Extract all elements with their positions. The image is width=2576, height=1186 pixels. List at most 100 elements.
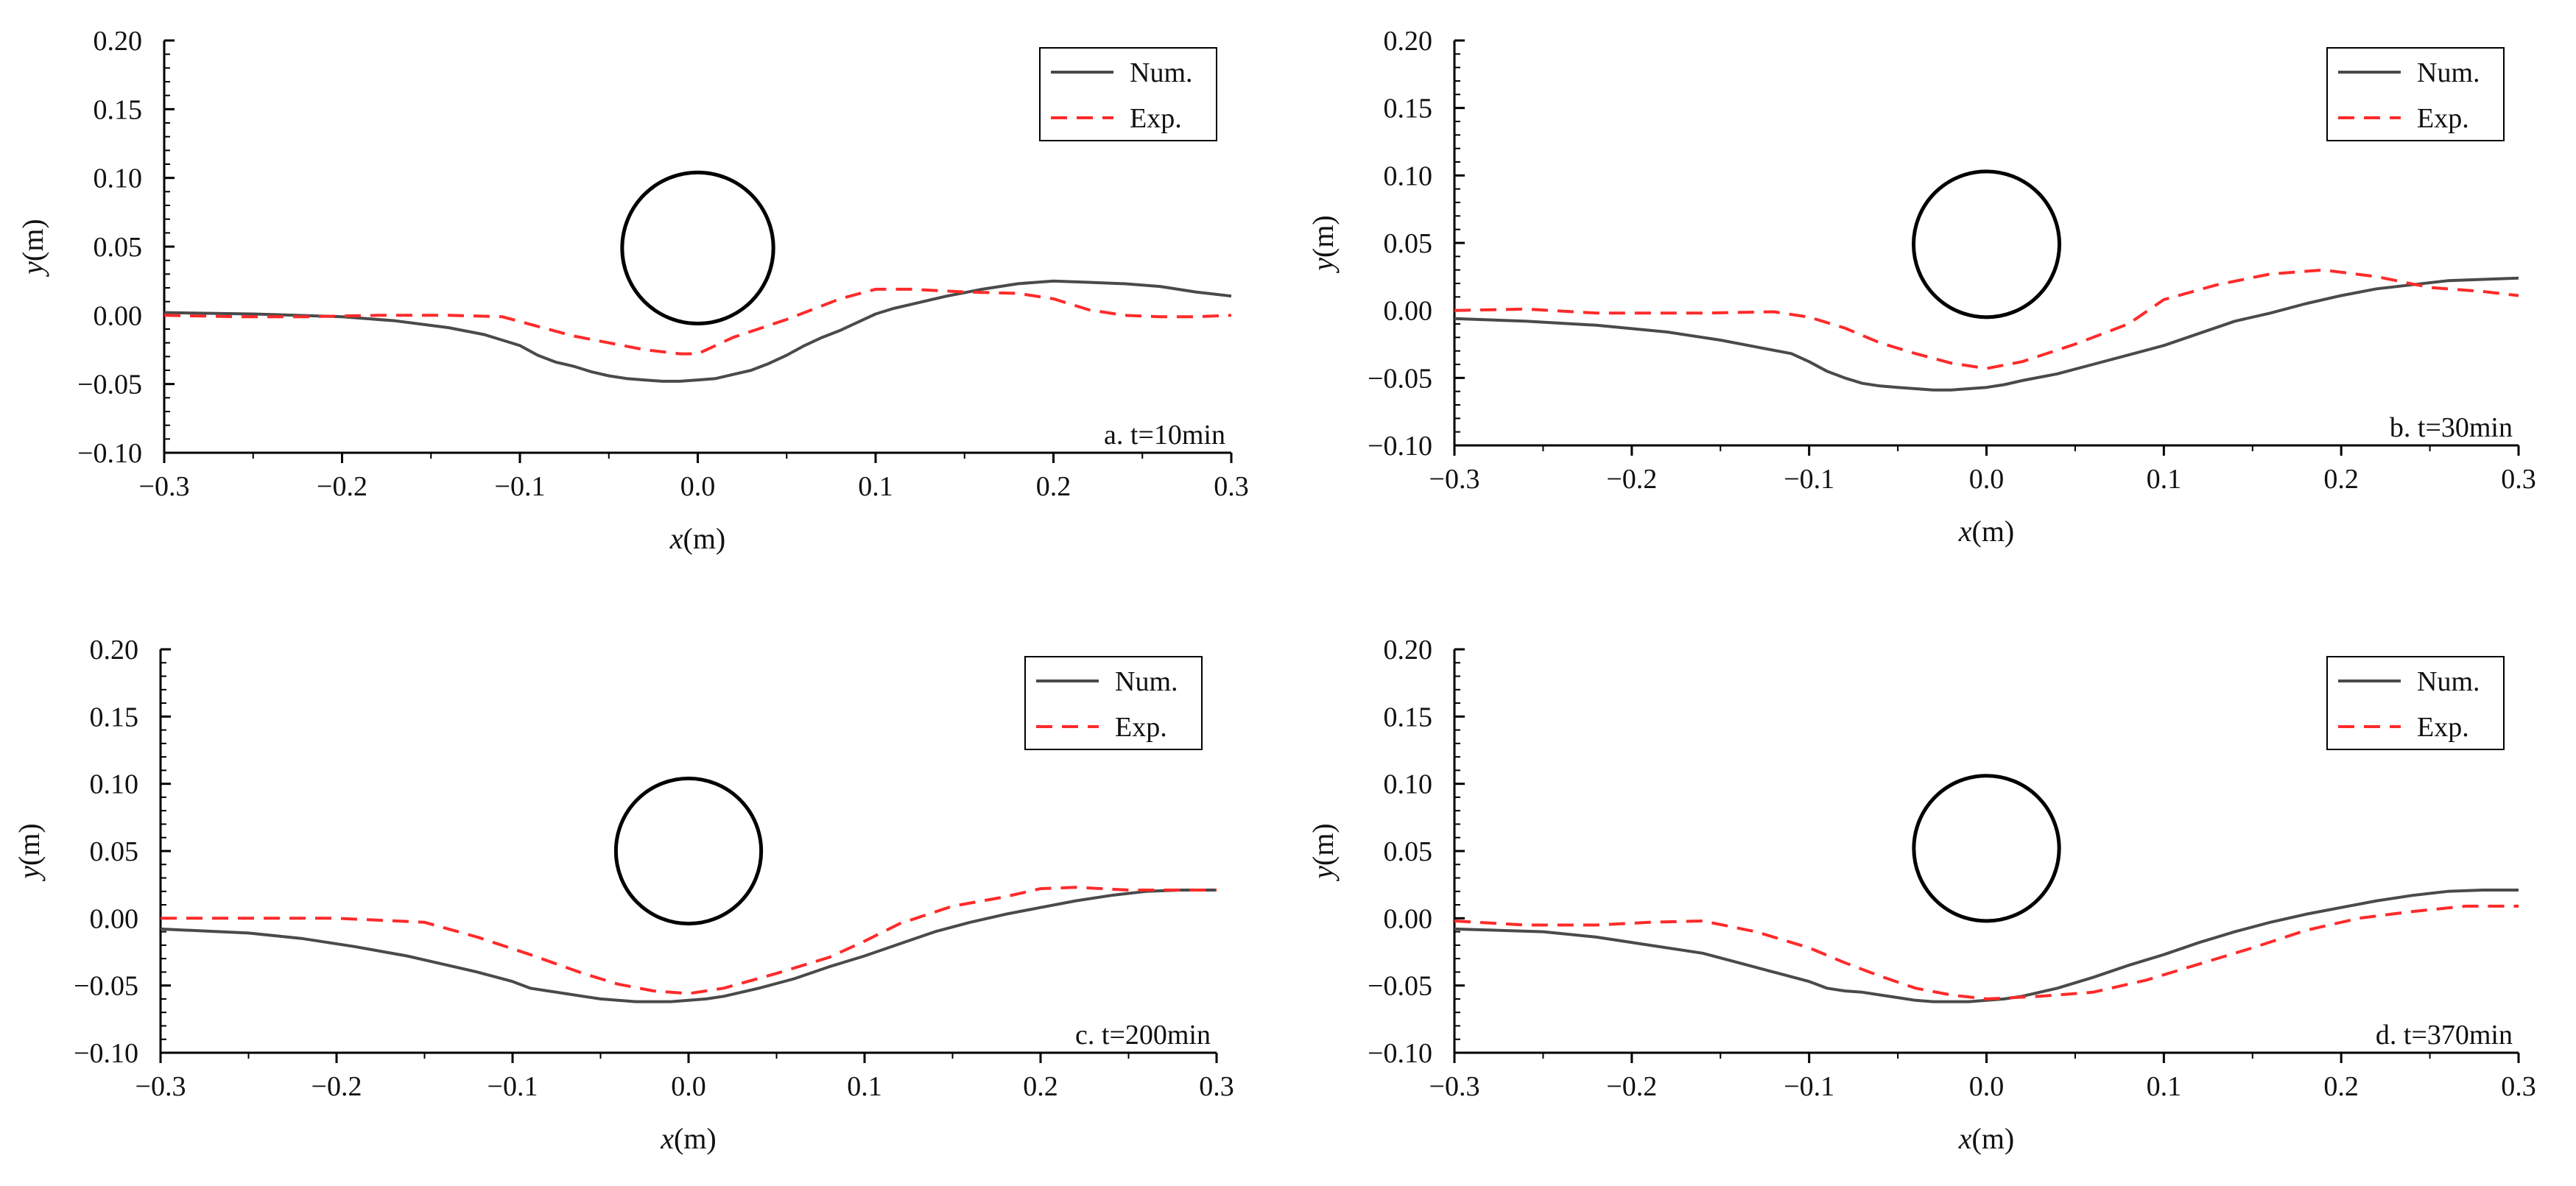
- panel-annotation: a. t=10min: [1104, 420, 1225, 451]
- x-tick-label: −0.1: [1784, 1071, 1834, 1102]
- x-axis-label: x(m): [1958, 515, 2015, 548]
- x-tick-label: −0.1: [488, 1071, 538, 1102]
- y-axis-label-var: y: [1306, 866, 1340, 882]
- y-tick-label: 0.05: [1384, 836, 1433, 867]
- y-axis-label: y(m): [16, 219, 49, 278]
- x-tick-label: −0.1: [495, 471, 546, 502]
- x-tick-label: 0.0: [671, 1071, 706, 1102]
- pier-circle: [1912, 774, 2061, 923]
- chart-panel: −0.3 −0.2 −0.1 0.0 0.1 0.2 0.3 −0.10 −0.05 0.00 0.…: [1306, 635, 2536, 1155]
- x-tick-label: 0.1: [858, 471, 893, 502]
- series-line-exp: [1454, 904, 2519, 1000]
- y-tick-label: 0.05: [90, 836, 139, 867]
- y-axis-label-unit: (m): [1306, 215, 1340, 258]
- y-tick-label: 0.00: [94, 300, 143, 331]
- y-tick-label: 0.20: [90, 635, 139, 666]
- y-tick-label: 0.05: [94, 232, 143, 263]
- x-tick-label: −0.2: [1606, 464, 1657, 495]
- y-axis-label-var: y: [13, 866, 46, 882]
- x-tick-label: 0.2: [1036, 471, 1071, 502]
- y-tick-label: 0.10: [1384, 769, 1433, 800]
- y-tick-label: −0.05: [77, 370, 142, 400]
- chart-panel: −0.3 −0.2 −0.1 0.0 0.1 0.2 0.3 −0.10 −0.05 0.00 0.…: [1306, 26, 2536, 548]
- y-axis-label-var: y: [1306, 258, 1340, 274]
- x-tick-label: −0.2: [317, 471, 367, 502]
- x-tick-label: 0.3: [1214, 471, 1249, 502]
- y-tick-label: −0.10: [74, 1038, 138, 1069]
- legend-label: Exp.: [1115, 712, 1167, 743]
- pier-circle: [620, 170, 775, 326]
- pier-circle: [1912, 169, 2061, 320]
- y-tick-label: 0.00: [1384, 903, 1433, 934]
- y-tick-label: 0.15: [90, 702, 139, 733]
- series-line-num: [160, 889, 1217, 1003]
- y-tick-label: −0.05: [1368, 363, 1432, 394]
- series-line-exp: [1454, 268, 2519, 370]
- chart-panel: −0.3 −0.2 −0.1 0.0 0.1 0.2 0.3 −0.10 −0.05 0.00 0.…: [13, 635, 1234, 1155]
- y-tick-label: −0.05: [74, 971, 138, 1002]
- series-line-exp: [161, 886, 1217, 995]
- x-tick-label: 0.3: [2501, 1071, 2536, 1102]
- y-tick-label: 0.10: [1384, 160, 1433, 191]
- x-tick-label: 0.3: [2501, 464, 2536, 495]
- x-axis-label: x(m): [1958, 1122, 2015, 1155]
- legend-label: Exp.: [1130, 103, 1182, 134]
- series-line-num: [1454, 889, 2519, 1003]
- y-tick-label: 0.20: [1384, 635, 1433, 666]
- legend-label: Exp.: [2417, 712, 2469, 743]
- y-tick-label: 0.20: [94, 26, 143, 57]
- y-tick-label: 0.15: [1384, 702, 1433, 733]
- panel-annotation: d. t=370min: [2376, 1020, 2513, 1051]
- panel-annotation: c. t=200min: [1075, 1020, 1211, 1051]
- y-tick-label: 0.15: [94, 94, 143, 125]
- x-axis-label-var: x: [660, 1122, 674, 1155]
- x-tick-label: 0.0: [1969, 1071, 2005, 1102]
- legend-label: Num.: [2417, 666, 2480, 697]
- chart-panel: −0.3 −0.2 −0.1 0.0 0.1 0.2 0.3 −0.10 −0.05 0.00 0.…: [16, 26, 1249, 555]
- x-tick-label: −0.3: [139, 471, 190, 502]
- y-axis-label-var: y: [16, 261, 49, 278]
- x-tick-label: 0.2: [2323, 464, 2359, 495]
- x-axis-label-var: x: [669, 522, 683, 555]
- y-tick-label: 0.00: [90, 903, 139, 934]
- x-tick-label: 0.3: [1199, 1071, 1234, 1102]
- y-tick-label: 0.05: [1384, 228, 1433, 259]
- y-axis-label-unit: (m): [16, 219, 49, 261]
- panel-annotation: b. t=30min: [2390, 412, 2513, 443]
- series-line-num: [163, 279, 1232, 383]
- x-tick-label: −0.2: [1606, 1071, 1657, 1102]
- legend-label: Exp.: [2417, 103, 2469, 134]
- x-tick-label: 0.1: [847, 1071, 882, 1102]
- x-axis-label-unit: (m): [1972, 515, 2015, 548]
- y-axis-label: y(m): [13, 823, 46, 882]
- y-axis-label-unit: (m): [13, 823, 46, 866]
- x-tick-label: −0.1: [1784, 464, 1834, 495]
- pier-circle: [613, 776, 764, 926]
- x-axis-label-unit: (m): [674, 1122, 717, 1155]
- legend-label: Num.: [2417, 57, 2480, 88]
- legend-box: [1039, 47, 1217, 141]
- x-tick-label: 0.0: [1969, 464, 2005, 495]
- x-axis-label-var: x: [1958, 515, 1972, 548]
- x-axis-label-var: x: [1958, 1122, 1972, 1155]
- y-tick-label: −0.10: [1368, 1038, 1432, 1069]
- y-tick-label: 0.10: [94, 163, 143, 194]
- legend-label: Num.: [1130, 57, 1193, 88]
- y-tick-label: −0.10: [77, 438, 142, 469]
- x-tick-label: −0.3: [1429, 464, 1480, 495]
- x-axis-label-unit: (m): [683, 522, 726, 555]
- x-axis-label: x(m): [669, 522, 726, 555]
- legend-box: [1024, 656, 1203, 750]
- x-tick-label: 0.2: [1023, 1071, 1058, 1102]
- legend-box: [2326, 47, 2505, 141]
- y-tick-label: 0.00: [1384, 296, 1433, 327]
- x-tick-label: −0.2: [312, 1071, 362, 1102]
- x-tick-label: 0.1: [2147, 464, 2182, 495]
- x-tick-label: 0.1: [2147, 1071, 2182, 1102]
- y-tick-label: 0.15: [1384, 93, 1433, 124]
- x-axis-label: x(m): [660, 1122, 717, 1155]
- y-tick-label: −0.05: [1368, 971, 1432, 1002]
- x-tick-label: −0.3: [1429, 1071, 1480, 1102]
- y-tick-label: 0.20: [1384, 26, 1433, 57]
